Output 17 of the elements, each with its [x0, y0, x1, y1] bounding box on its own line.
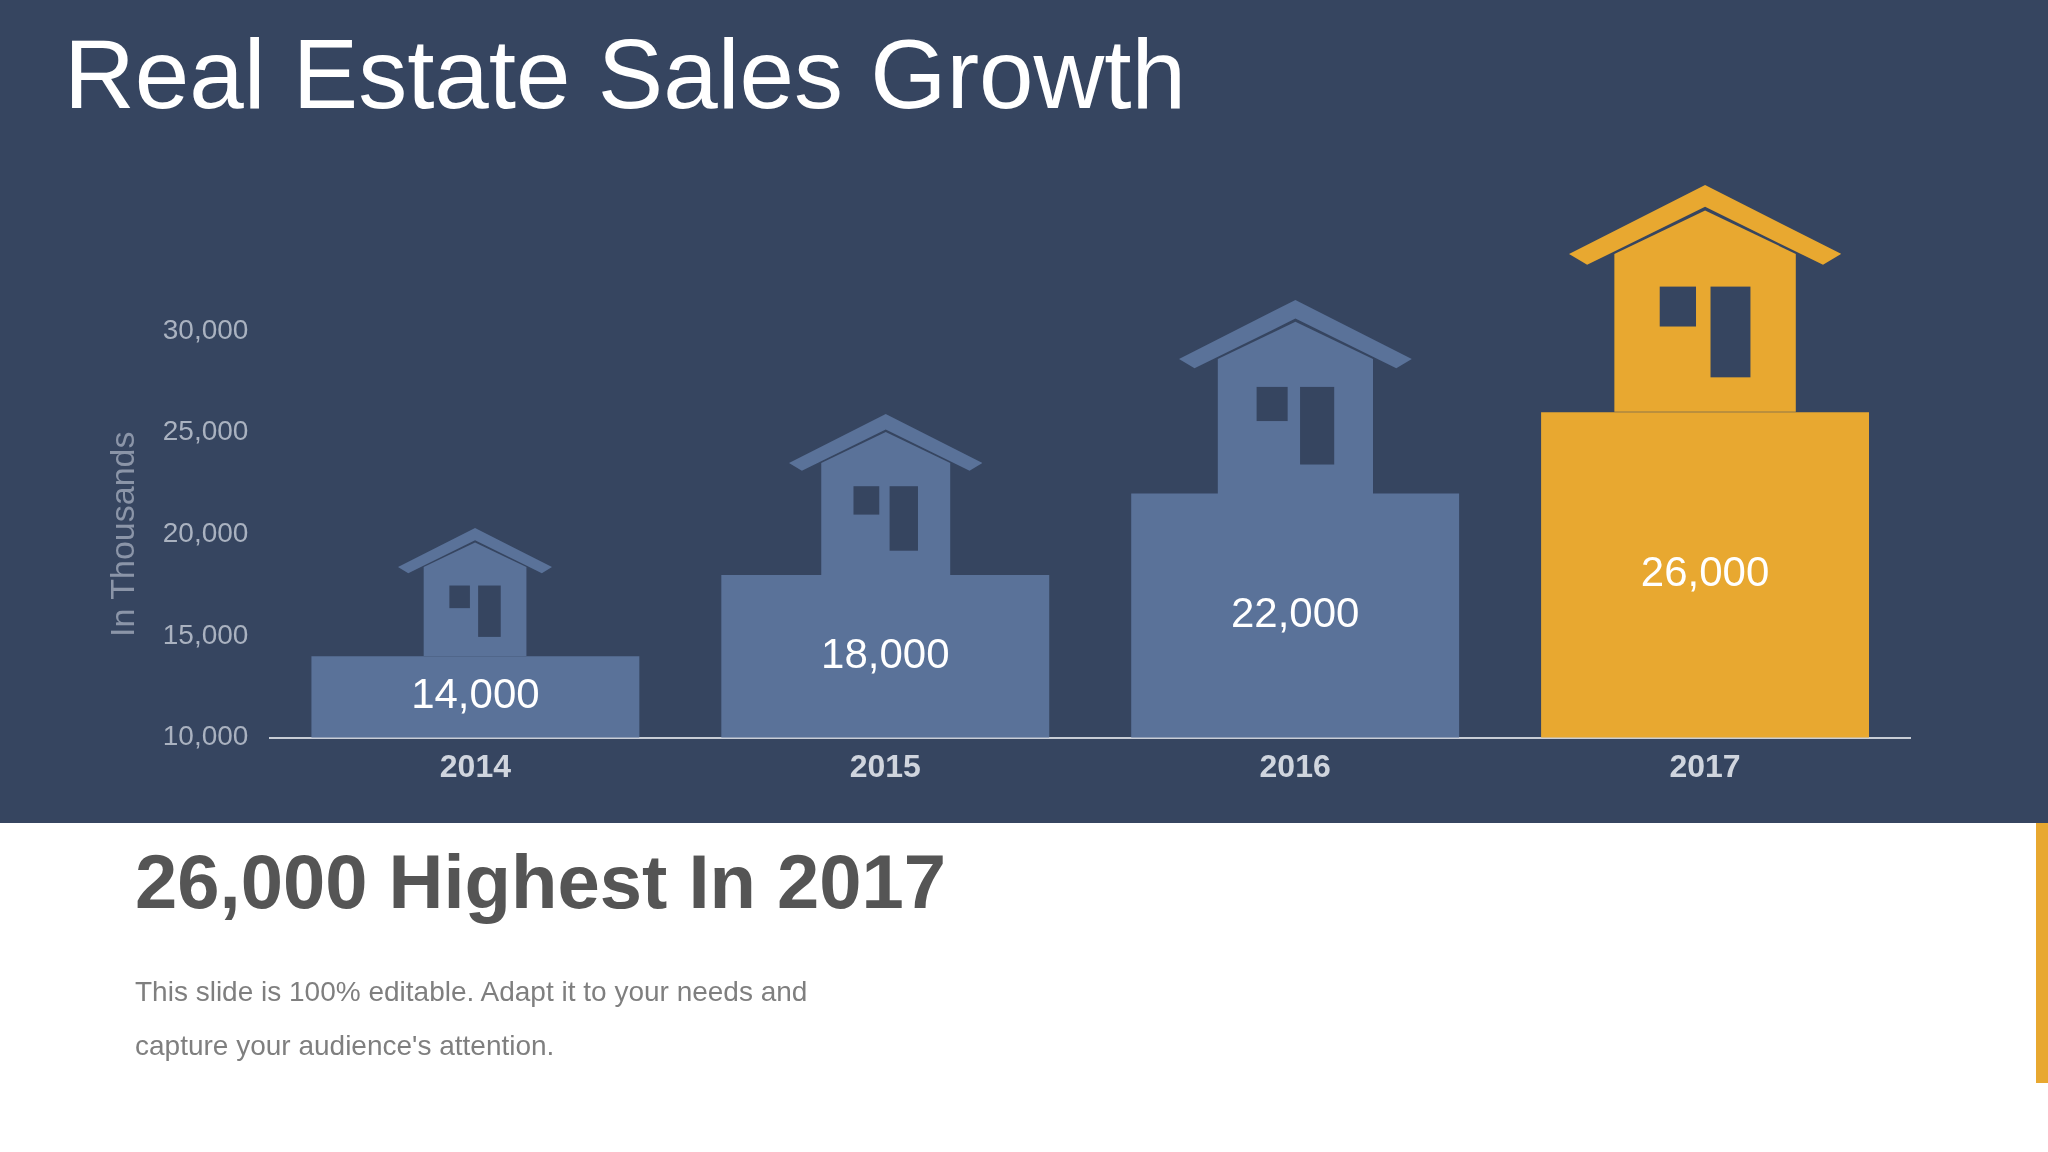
y-tick-label: 20,000	[162, 516, 249, 548]
y-tick-label: 10,000	[162, 720, 249, 752]
x-tick-label: 2016	[1259, 747, 1331, 784]
x-tick-label: 2014	[439, 747, 512, 784]
data-label: 14,000	[411, 670, 540, 718]
y-axis-title: In Thousands	[102, 431, 141, 637]
data-label: 26,000	[1640, 548, 1770, 596]
y-tick-label: 30,000	[162, 313, 249, 345]
text: 26,000 Highest In 2017	[135, 838, 947, 925]
text: This slide is 100% editable. Adapt it to your needs and capture your audience's attention.	[135, 975, 809, 1063]
data-label: 18,000	[821, 629, 950, 677]
y-tick-label: 25,000	[162, 415, 249, 447]
y-tick-label: 15,000	[162, 618, 249, 650]
x-tick-label: 2015	[849, 747, 921, 784]
data-label: 22,000	[1230, 589, 1360, 637]
chart-title: Real Estate Sales Growth	[64, 18, 1187, 131]
x-tick-label: 2017	[1669, 747, 1741, 784]
